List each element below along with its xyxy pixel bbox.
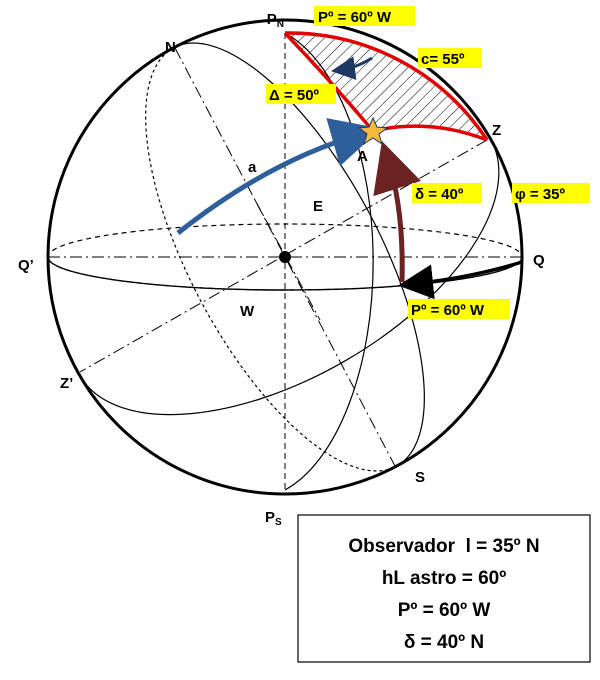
declination-arrow	[388, 160, 402, 282]
label: W	[240, 303, 255, 320]
label: N	[165, 39, 176, 56]
label: E	[313, 198, 323, 215]
label: S	[415, 469, 425, 486]
center-point	[279, 251, 291, 263]
label: PS	[265, 509, 282, 528]
label: Pº = 60º W	[318, 9, 392, 26]
label: Pº = 60º W	[411, 302, 485, 319]
label: a	[248, 159, 257, 176]
label: PN	[267, 11, 284, 30]
celestial-sphere-diagram: PN Pº = 60º W N c= 55º Δ = 50º Z a A E δ…	[0, 0, 600, 675]
label: Δ = 50º	[269, 87, 320, 104]
info-line: Pº = 60º W	[398, 600, 491, 621]
label: c= 55º	[421, 51, 465, 68]
label: A	[357, 148, 368, 165]
info-line: Observador l = 35º N	[348, 536, 539, 557]
label: φ = 35º	[515, 186, 566, 203]
info-line: hL astro = 60º	[382, 568, 506, 589]
label: Z	[492, 122, 501, 139]
label: Q	[533, 252, 545, 269]
azimuth-arrow	[178, 134, 362, 233]
label: Q’	[18, 257, 34, 274]
info-line: δ = 40º N	[404, 632, 484, 653]
label: δ = 40º	[415, 186, 464, 203]
hour-angle-arrow	[412, 262, 522, 284]
label: Z’	[60, 375, 73, 392]
